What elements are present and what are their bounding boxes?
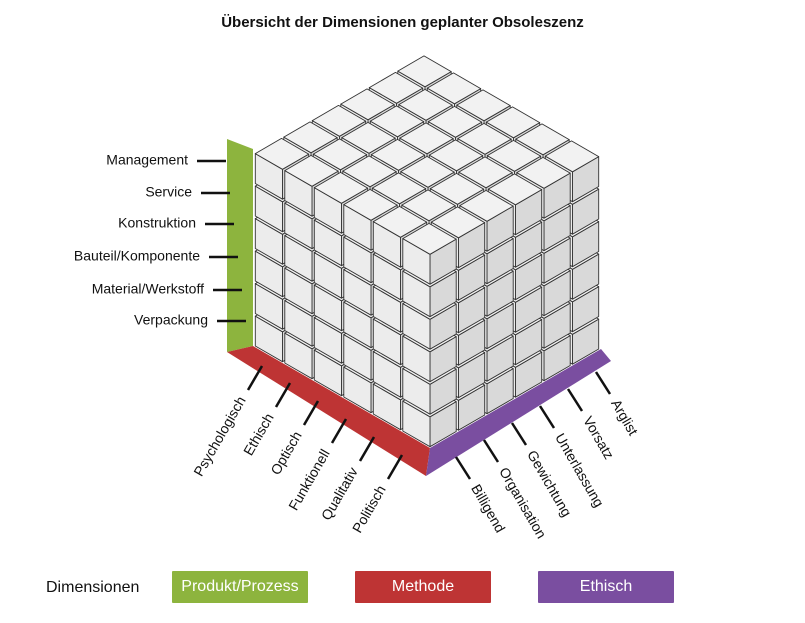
cube-face: [313, 171, 369, 204]
tick-mark: [482, 439, 500, 463]
cube-face: [457, 122, 512, 155]
cube-face: [399, 122, 454, 155]
produkt-prozess-label: Konstruktion: [118, 215, 196, 231]
cube-face: [400, 155, 455, 188]
cube-face: [342, 155, 397, 188]
tick-mark: [594, 371, 612, 395]
legend-ethisch: Ethisch: [538, 571, 674, 603]
methode-label: Ethisch: [240, 410, 277, 458]
methode-label: Optisch: [267, 428, 305, 477]
cube-face: [458, 156, 513, 189]
legend-label: Dimensionen: [46, 579, 140, 596]
tick-mark: [274, 382, 292, 408]
cube-face: [486, 139, 542, 172]
cube-face: [398, 88, 453, 121]
cube-face: [341, 121, 396, 154]
cube-face: [402, 222, 457, 255]
ethisch-label: Arglist: [608, 396, 641, 438]
cube-face: [369, 105, 425, 138]
legend-produkt-prozess: Produkt/Prozess: [172, 571, 308, 603]
cube-face: [312, 138, 368, 171]
cube-face: [456, 89, 511, 122]
legend-methode: Methode: [355, 571, 491, 603]
cube-face: [370, 138, 426, 171]
produkt-prozess-label: Bauteil/Komponente: [74, 248, 200, 264]
tick-mark: [454, 456, 472, 480]
produkt-prozess-label: Verpackung: [134, 312, 208, 328]
diagram-title: Übersicht der Dimensionen geplanter Obso…: [221, 14, 584, 31]
ethisch-label: Billigend: [468, 481, 508, 535]
cube-face: [515, 123, 570, 156]
cube-face: [254, 137, 310, 170]
tick-mark: [566, 388, 584, 412]
tick-mark: [302, 400, 320, 426]
tick-mark: [538, 405, 556, 429]
tick-mark: [358, 436, 376, 462]
cube-face: [428, 139, 484, 172]
cube-face: [397, 55, 452, 88]
ethisch-band: [426, 349, 611, 476]
cube-face: [485, 106, 541, 139]
tick-mark: [386, 454, 404, 480]
cube-face: [459, 189, 514, 222]
cube-face: [340, 88, 395, 121]
cube-face: [372, 205, 428, 238]
cube-face: [311, 104, 367, 137]
produkt-prozess-band: [227, 139, 253, 352]
produkt-prozess-label: Management: [106, 152, 188, 168]
produkt-prozess-label: Service: [145, 184, 192, 200]
cube-face: [426, 72, 482, 105]
tick-mark: [510, 422, 528, 446]
tick-mark: [330, 418, 348, 444]
produkt-prozess-labels: Management Service Konstruktion Bauteil/Kom…: [74, 152, 246, 328]
cube-face: [516, 156, 571, 189]
cube-face: [429, 172, 485, 205]
methode-label: Politisch: [349, 482, 389, 535]
cube-face: [283, 121, 338, 154]
methode-label: Qualitativ: [318, 464, 361, 523]
cube-face: [427, 105, 483, 138]
produkt-prozess-label: Material/Werkstoff: [92, 281, 204, 297]
tick-mark: [246, 365, 264, 391]
cube-face: [371, 172, 427, 205]
cube-face: [343, 188, 398, 221]
cube-face: [368, 71, 424, 104]
obsolescence-cube-diagram: Management Service Konstruktion Bauteil/Kom…: [74, 55, 642, 541]
cube-face: [487, 173, 543, 206]
methode-label: Psychologisch: [190, 393, 249, 479]
cube-face: [284, 154, 339, 187]
methode-band: [227, 346, 430, 476]
cube-grid: [254, 55, 600, 448]
ethisch-label: Vorsatz: [580, 413, 617, 461]
cube-face: [401, 189, 456, 222]
cube-face: [544, 140, 600, 173]
cube-face: [430, 206, 486, 239]
